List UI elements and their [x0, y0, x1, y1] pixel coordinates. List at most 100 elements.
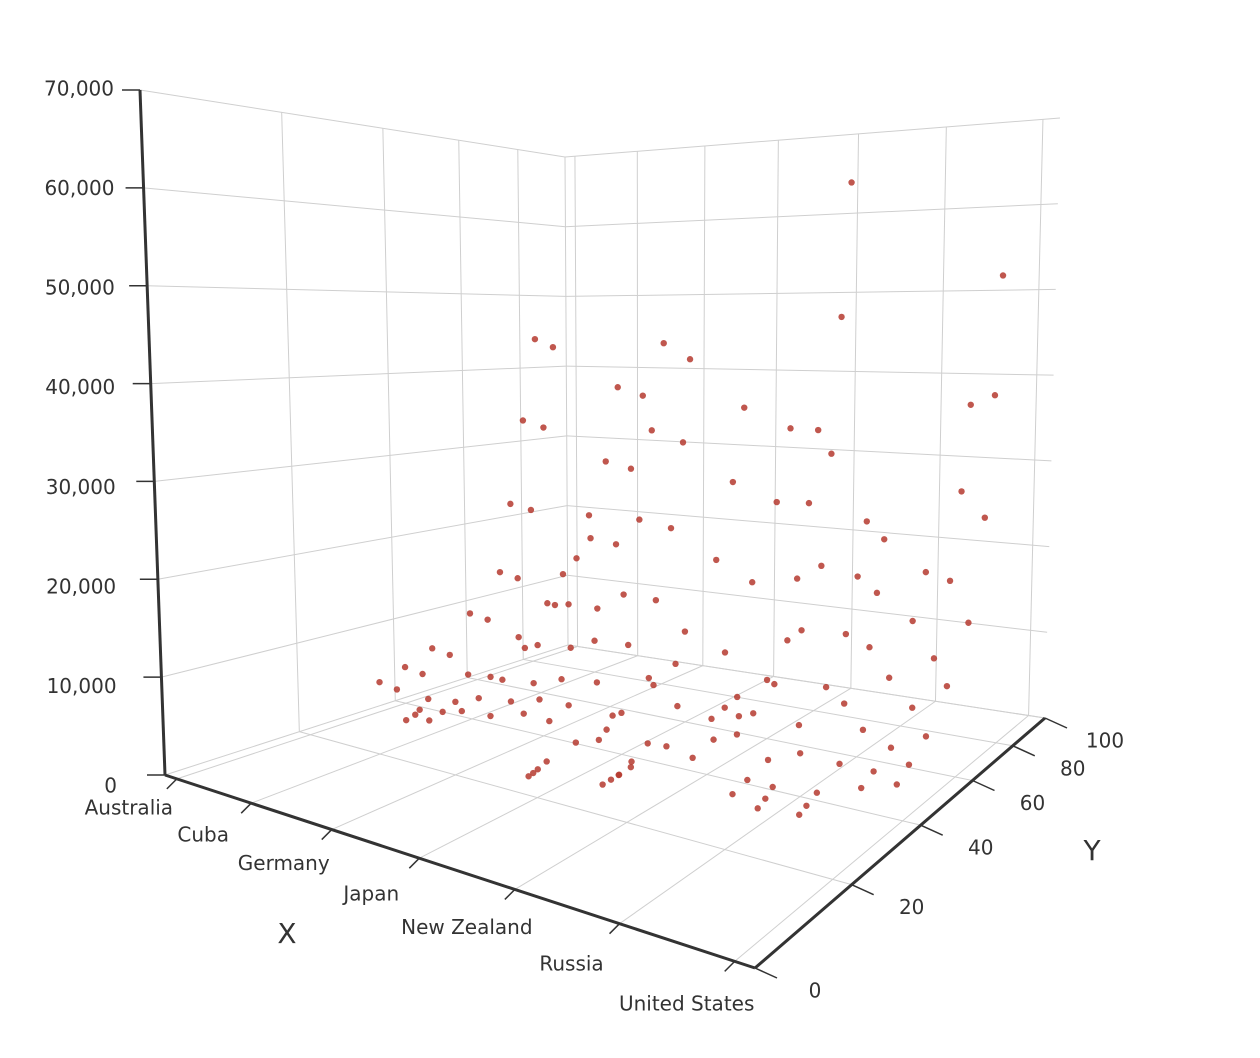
grid-line	[395, 700, 921, 826]
grid-line	[567, 505, 1050, 548]
data-point	[793, 575, 801, 582]
data-point	[848, 179, 855, 186]
grid-line	[734, 715, 1029, 962]
data-point	[627, 763, 635, 771]
data-point	[648, 427, 655, 434]
x-tick-label: Cuba	[177, 822, 229, 846]
data-point	[741, 404, 748, 411]
x-tick-label: Russia	[539, 952, 603, 976]
data-point	[729, 790, 736, 798]
data-point	[551, 601, 559, 609]
grid-line	[139, 89, 566, 158]
grid-line	[147, 285, 566, 297]
data-point	[881, 536, 888, 543]
data-point	[402, 716, 410, 724]
data-point	[587, 534, 594, 542]
data-point	[615, 771, 622, 779]
data-point	[863, 518, 870, 525]
z-tick-label: 10,000	[47, 674, 117, 698]
tick-mark	[724, 960, 736, 972]
data-point	[859, 726, 867, 734]
data-point	[599, 781, 606, 788]
y-tick-label: 60	[1020, 791, 1045, 815]
grid-line	[331, 665, 704, 831]
z-tick-label: 60,000	[44, 176, 114, 200]
data-point	[873, 589, 881, 597]
y-tick-label: 100	[1086, 729, 1124, 753]
data-point	[549, 343, 557, 351]
grid-line	[517, 149, 524, 660]
z-tick-label: 50,000	[45, 276, 115, 300]
data-point	[787, 425, 794, 432]
data-point	[858, 784, 865, 792]
data-point	[565, 702, 572, 709]
data-point	[803, 802, 810, 809]
y-axis-title: Y	[1082, 834, 1101, 867]
x-tick-label: New Zealand	[401, 915, 532, 939]
data-point	[607, 776, 615, 783]
data-point	[475, 694, 482, 702]
data-point	[558, 676, 565, 683]
data-point	[484, 616, 491, 623]
data-point	[620, 591, 627, 598]
grid-line	[619, 700, 936, 925]
data-point	[885, 674, 893, 681]
tick-mark	[1044, 717, 1068, 729]
data-point	[534, 641, 541, 649]
data-point	[679, 439, 687, 446]
data-point	[425, 695, 432, 703]
data-point	[796, 811, 803, 818]
data-point	[614, 384, 621, 391]
data-point	[708, 715, 715, 723]
data-point	[729, 478, 737, 486]
data-point	[764, 756, 772, 764]
x-tick-label: Australia	[85, 796, 173, 820]
grid	[139, 89, 1061, 969]
grid-line	[467, 677, 973, 781]
tick-mark	[972, 779, 995, 792]
grid-line	[1028, 119, 1044, 716]
data-point	[628, 758, 635, 765]
grid-line	[143, 187, 566, 228]
data-point	[967, 401, 974, 408]
data-point	[543, 758, 550, 765]
data-point	[713, 556, 720, 564]
data-point	[496, 568, 504, 576]
grid-line	[299, 731, 852, 886]
data-point	[419, 670, 426, 678]
data-point	[412, 711, 419, 718]
grid-line	[564, 117, 1061, 158]
axes: 0 10,000 20,000 30,000 40,000 50,000 60,000 70,…	[44, 77, 1124, 1016]
y-axis-line	[754, 716, 1046, 970]
data-point	[771, 680, 778, 688]
data-point	[784, 637, 791, 644]
grid-line	[574, 156, 579, 647]
data-point	[644, 740, 651, 747]
data-point	[958, 488, 965, 495]
data-point	[689, 754, 696, 762]
z-tick-label: 0	[104, 774, 117, 798]
tick-mark	[504, 888, 516, 900]
data-point	[922, 733, 930, 740]
data-point	[828, 450, 835, 457]
grid-line	[934, 126, 947, 702]
data-point	[515, 633, 522, 641]
data-point	[530, 769, 537, 777]
data-point	[530, 679, 537, 687]
data-point	[567, 644, 574, 651]
data-point	[667, 524, 675, 532]
data-point	[426, 717, 433, 724]
data-point	[536, 696, 543, 703]
data-point	[721, 649, 729, 656]
grid-line	[514, 687, 852, 890]
grid-line	[157, 505, 568, 580]
data-point	[639, 392, 646, 399]
points	[376, 179, 1007, 818]
data-point	[591, 637, 598, 644]
data-point	[652, 596, 660, 604]
tick-mark	[754, 967, 778, 979]
data-point	[612, 541, 620, 548]
z-tick-label: 70,000	[44, 77, 114, 101]
grid-line	[523, 658, 1013, 747]
data-point	[754, 805, 761, 812]
